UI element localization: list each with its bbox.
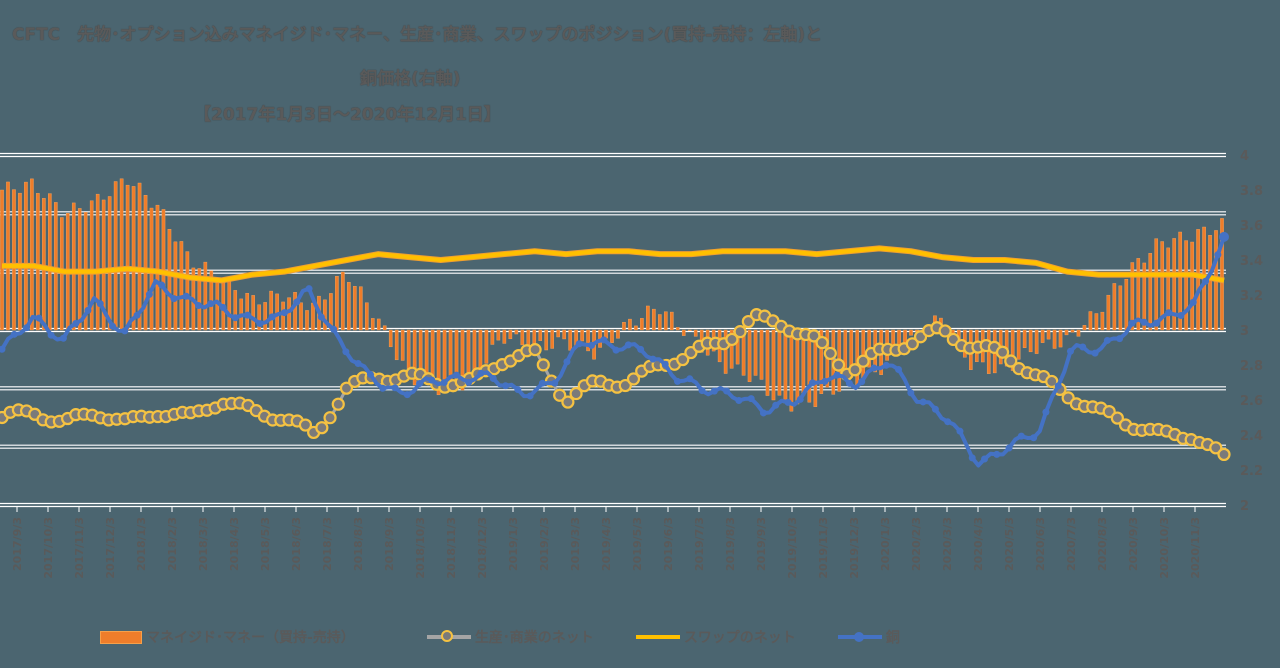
dot-marker-line-icon bbox=[837, 631, 882, 643]
svg-text:2020/8/3: 2020/8/3 bbox=[1096, 517, 1109, 571]
svg-text:2017/10/3: 2017/10/3 bbox=[42, 517, 55, 579]
legend: マネイジド･マネー（買持-売持） 生産･商業のネット スワップのネット 銅 bbox=[100, 624, 942, 650]
svg-text:2019/3/3: 2019/3/3 bbox=[569, 517, 582, 571]
svg-text:2018/10/3: 2018/10/3 bbox=[414, 517, 427, 579]
svg-text:2020/10/3: 2020/10/3 bbox=[1158, 517, 1171, 579]
svg-text:2018/2/3: 2018/2/3 bbox=[166, 517, 179, 571]
copper-line bbox=[0, 231, 1229, 468]
svg-text:3.4: 3.4 bbox=[1240, 254, 1263, 269]
legend-item-producer[interactable]: 生産･商業のネット bbox=[426, 627, 594, 647]
svg-text:2019/1/3: 2019/1/3 bbox=[507, 517, 520, 571]
producer-line bbox=[0, 308, 1231, 462]
chart-title-date-range: 【2017年1月3日～2020年12月1日】 bbox=[194, 105, 501, 125]
svg-text:2019/8/3: 2019/8/3 bbox=[724, 517, 737, 571]
svg-text:2018/5/3: 2018/5/3 bbox=[259, 517, 272, 571]
svg-text:2020/1/3: 2020/1/3 bbox=[879, 517, 892, 571]
legend-label: 生産･商業のネット bbox=[474, 630, 594, 646]
svg-text:2017/11/3: 2017/11/3 bbox=[73, 517, 86, 579]
svg-text:4: 4 bbox=[1240, 149, 1249, 164]
svg-text:2018/8/3: 2018/8/3 bbox=[352, 517, 365, 571]
svg-text:2019/2/3: 2019/2/3 bbox=[538, 517, 551, 571]
svg-text:2020/2/3: 2020/2/3 bbox=[910, 517, 923, 571]
svg-text:2018/4/3: 2018/4/3 bbox=[228, 517, 241, 571]
svg-text:2.6: 2.6 bbox=[1240, 394, 1263, 409]
chart-title-line-2: 銅価格(右軸) bbox=[360, 69, 461, 89]
svg-text:2019/7/3: 2019/7/3 bbox=[693, 517, 706, 571]
legend-item-swap[interactable]: スワップのネット bbox=[635, 627, 796, 647]
svg-text:3.6: 3.6 bbox=[1240, 219, 1263, 234]
svg-text:2019/10/3: 2019/10/3 bbox=[786, 517, 799, 579]
svg-text:2020/11/3: 2020/11/3 bbox=[1189, 517, 1202, 579]
svg-text:3.2: 3.2 bbox=[1240, 289, 1263, 304]
svg-text:2018/1/3: 2018/1/3 bbox=[135, 517, 148, 571]
svg-text:3: 3 bbox=[1240, 324, 1249, 339]
svg-text:2020/4/3: 2020/4/3 bbox=[972, 517, 985, 571]
legend-item-copper[interactable]: 銅 bbox=[837, 627, 900, 647]
svg-text:2018/6/3: 2018/6/3 bbox=[290, 517, 303, 571]
svg-text:2018/7/3: 2018/7/3 bbox=[321, 517, 334, 571]
svg-text:2.8: 2.8 bbox=[1240, 359, 1263, 374]
svg-text:2020/3/3: 2020/3/3 bbox=[941, 517, 954, 571]
svg-text:2.4: 2.4 bbox=[1240, 429, 1263, 444]
svg-text:2019/4/3: 2019/4/3 bbox=[600, 517, 613, 571]
legend-label: スワップのネット bbox=[683, 630, 796, 646]
swap-line bbox=[2, 245, 1225, 284]
legend-label: マネイジド･マネー（買持-売持） bbox=[146, 630, 355, 646]
svg-text:3.8: 3.8 bbox=[1240, 184, 1263, 199]
x-axis: 2017/9/3 2017/10/3 2017/11/3 2017/12/3 2018/… bbox=[11, 507, 1202, 579]
legend-item-managed-money[interactable]: マネイジド･マネー（買持-売持） bbox=[100, 627, 355, 647]
right-y-axis: 4 3.8 3.6 3.4 3.2 3 2.8 2.6 2.4 2.2 2 bbox=[1240, 149, 1263, 514]
svg-text:2018/9/3: 2018/9/3 bbox=[383, 517, 396, 571]
svg-text:2019/5/3: 2019/5/3 bbox=[631, 517, 644, 571]
svg-text:2019/11/3: 2019/11/3 bbox=[817, 517, 830, 579]
svg-text:2020/6/3: 2020/6/3 bbox=[1034, 517, 1047, 571]
svg-text:2018/12/3: 2018/12/3 bbox=[476, 517, 489, 579]
svg-text:2017/12/3: 2017/12/3 bbox=[104, 517, 117, 579]
svg-text:2019/6/3: 2019/6/3 bbox=[662, 517, 675, 571]
svg-text:2017/9/3: 2017/9/3 bbox=[11, 517, 24, 571]
svg-text:2020/9/3: 2020/9/3 bbox=[1127, 517, 1140, 571]
svg-text:2020/5/3: 2020/5/3 bbox=[1003, 517, 1016, 571]
bar-swatch-icon bbox=[100, 630, 142, 644]
svg-text:2019/12/3: 2019/12/3 bbox=[848, 517, 861, 579]
svg-text:2: 2 bbox=[1240, 499, 1249, 514]
svg-text:2019/9/3: 2019/9/3 bbox=[755, 517, 768, 571]
svg-text:2.2: 2.2 bbox=[1240, 464, 1263, 479]
circle-marker-line-icon bbox=[426, 630, 471, 643]
chart-title-line-1: CFTC 先物･オプション込みマネイジド･マネー、生産･商業、スワップのポジショ… bbox=[12, 25, 823, 45]
svg-text:2018/3/3: 2018/3/3 bbox=[197, 517, 210, 571]
svg-text:2020/7/3: 2020/7/3 bbox=[1065, 517, 1078, 571]
legend-label: 銅 bbox=[885, 630, 900, 646]
line-swatch-icon bbox=[635, 631, 680, 643]
svg-text:2018/11/3: 2018/11/3 bbox=[445, 517, 458, 579]
